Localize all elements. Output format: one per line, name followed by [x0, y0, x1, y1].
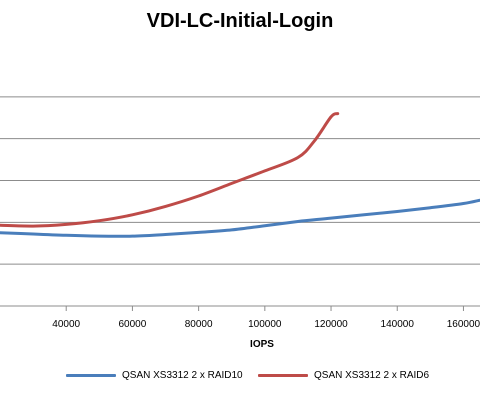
series-line-raid10: [0, 198, 480, 238]
legend-swatch-raid10: [66, 374, 116, 377]
x-tick-label-4: 120000: [314, 319, 348, 330]
x-tick-label-0: 40000: [52, 319, 80, 330]
legend-item-raid10: QSAN XS3312 2 x RAID10: [66, 370, 243, 381]
x-tick-label-6: 160000: [447, 319, 480, 330]
x-tick-label-3: 100000: [248, 319, 282, 330]
x-tick-label-2: 80000: [185, 319, 213, 330]
x-tick-label-1: 60000: [119, 319, 147, 330]
chart-title: VDI-LC-Initial-Login: [146, 10, 334, 32]
series-lines: [0, 112, 480, 238]
legend-swatch-raid6: [258, 374, 308, 377]
x-tick-label-5: 140000: [381, 319, 415, 330]
legend-label-raid10: QSAN XS3312 2 x RAID10: [122, 370, 243, 381]
x-axis: 40000 60000 80000 100000 120000 140000 160000: [0, 305, 480, 330]
legend-item-raid6: QSAN XS3312 2 x RAID6: [258, 370, 429, 381]
legend: QSAN XS3312 2 x RAID10 QSAN XS3312 2 x R…: [0, 370, 480, 390]
x-axis-title: IOPS: [250, 339, 274, 350]
series-line-raid6: [0, 112, 340, 228]
legend-label-raid6: QSAN XS3312 2 x RAID6: [314, 370, 430, 381]
